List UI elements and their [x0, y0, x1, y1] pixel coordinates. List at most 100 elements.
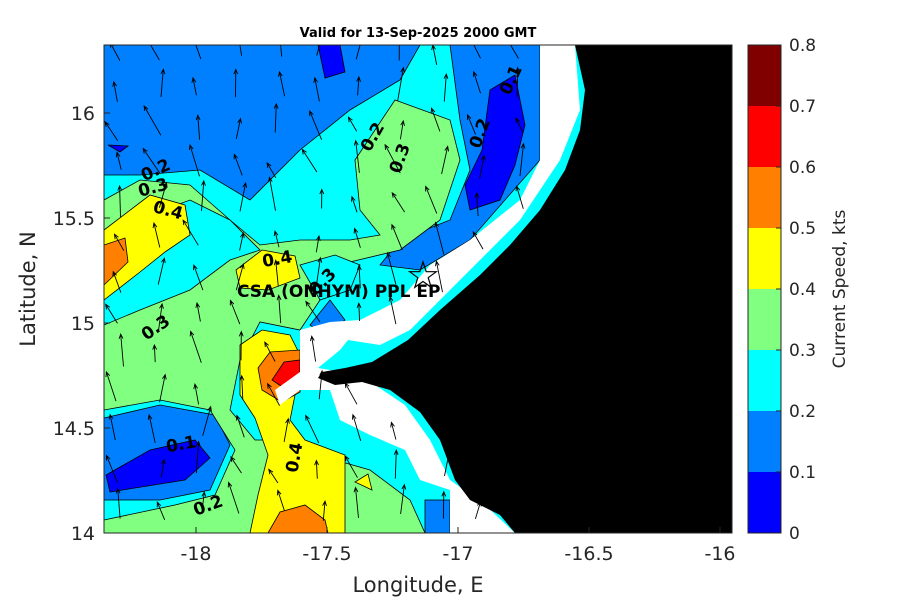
- current-vector-arrow: [201, 490, 207, 515]
- current-vector-field: [104, 45, 526, 521]
- current-vector-arrow: [479, 154, 486, 179]
- current-vector-arrow: [391, 223, 403, 251]
- y-tick-label: 14: [71, 523, 95, 545]
- current-vector-arrow: [283, 417, 290, 442]
- current-vector-arrow: [314, 459, 319, 479]
- colorbar-swatch: [748, 228, 781, 289]
- current-vector-arrow: [142, 147, 161, 174]
- current-vector-arrow: [473, 45, 481, 59]
- current-vector-arrow: [195, 114, 201, 140]
- no-data-coastal-band: [275, 45, 580, 533]
- current-vector-arrow: [353, 486, 359, 519]
- current-vector-arrow: [276, 489, 285, 512]
- current-vector-arrow: [434, 260, 443, 293]
- current-vector-arrow: [315, 256, 323, 287]
- current-vector-arrow: [108, 413, 116, 441]
- x-tick-label: -16: [704, 543, 735, 565]
- current-vector-arrow: [280, 45, 283, 57]
- current-vector-arrow: [159, 373, 167, 403]
- current-vector-arrow: [273, 259, 279, 287]
- current-vector-arrow: [441, 145, 450, 175]
- current-vector-arrow: [398, 45, 400, 61]
- colorbar-ticks: 0 0.1 0.2 0.3 0.4 0.5 0.6 0.7 0.8: [776, 36, 816, 544]
- current-vector-arrow: [399, 119, 405, 140]
- current-vector-arrow: [391, 191, 405, 213]
- current-vector-arrow: [195, 301, 201, 322]
- figure-title: Valid for 13-Sep-2025 2000 GMT: [300, 26, 537, 41]
- current-vector-arrow: [305, 300, 321, 323]
- x-tick-label: -18: [180, 543, 211, 565]
- current-vector-arrow: [430, 107, 441, 132]
- colorbar-swatches: [748, 45, 781, 533]
- colorbar-tick-label: 0.6: [789, 158, 816, 178]
- current-vector-arrow: [239, 181, 248, 212]
- current-vector-arrow: [118, 333, 124, 367]
- current-vector-arrow: [233, 153, 243, 176]
- y-axis: 14 14.5 15 15.5 16 Latitude, N: [16, 103, 110, 545]
- current-vector-arrow: [278, 70, 286, 97]
- colorbar-tick-label: 0.4: [789, 280, 816, 300]
- current-vector-arrow: [268, 468, 279, 484]
- current-vector-arrow: [351, 195, 358, 213]
- current-vector-arrow: [515, 185, 524, 209]
- y-tick-label: 14.5: [53, 418, 95, 440]
- current-vector-arrow: [515, 116, 524, 133]
- current-vector-arrow: [266, 161, 277, 179]
- current-vector-arrow: [309, 335, 317, 362]
- current-vector-arrow: [182, 219, 199, 246]
- current-vector-arrow: [238, 330, 244, 361]
- current-vector-arrow: [318, 369, 325, 400]
- x-tick-label: -17.5: [302, 543, 351, 565]
- current-vector-arrow: [355, 45, 363, 60]
- current-vector-arrow: [356, 264, 362, 289]
- current-vector-arrow: [105, 303, 118, 324]
- current-vector-arrow: [193, 383, 200, 405]
- current-vector-arrow: [301, 148, 318, 173]
- land-mass: [318, 45, 732, 533]
- colorbar-tick-label: 0.7: [789, 97, 816, 117]
- current-vector-arrow: [235, 263, 245, 291]
- speed-band-0.5-0.6-south: [267, 504, 329, 533]
- current-vector-arrow: [239, 374, 245, 400]
- speed-band-0.4-0.5-center: [235, 249, 301, 291]
- current-vector-arrow: [315, 234, 321, 253]
- current-vector-arrow: [351, 413, 362, 442]
- current-vector-arrow: [189, 330, 202, 363]
- current-vector-arrow: [519, 142, 526, 177]
- y-tick-label: 16: [71, 103, 95, 125]
- x-axis: -18 -17.5 -17 -16.5 -16 Longitude, E: [180, 527, 736, 597]
- current-vector-arrow: [353, 139, 360, 173]
- y-tick-label: 15.5: [53, 208, 95, 230]
- current-vector-arrow: [441, 490, 447, 519]
- current-vector-arrow: [160, 68, 166, 98]
- current-vector-arrow: [393, 449, 399, 479]
- current-vector-arrow: [474, 500, 482, 520]
- current-vector-arrow: [104, 120, 119, 141]
- current-vector-arrow: [443, 73, 449, 102]
- current-vector-arrow: [313, 76, 320, 102]
- colorbar-swatch: [748, 167, 781, 228]
- current-vector-arrow: [188, 144, 200, 177]
- current-vector-arrow: [400, 483, 407, 515]
- current-vector-arrow: [344, 455, 358, 478]
- site-star-marker: [407, 260, 439, 289]
- current-vector-arrow: [195, 45, 202, 60]
- current-vector-arrow: [193, 264, 204, 291]
- speed-band-0.4-0.5-west: [104, 194, 191, 301]
- current-vector-arrow: [227, 481, 240, 514]
- current-vector-arrow: [390, 421, 397, 440]
- current-vector-arrow: [239, 231, 245, 251]
- current-vector-arrow: [229, 299, 241, 325]
- current-vector-arrow: [201, 179, 206, 211]
- current-vector-arrow: [388, 295, 397, 325]
- map-panel: [104, 45, 732, 533]
- colorbar-swatch: [748, 45, 781, 106]
- current-vector-arrow: [158, 302, 164, 331]
- current-vector-arrow: [191, 76, 197, 96]
- current-vector-arrow: [510, 45, 519, 59]
- current-vector-arrow: [347, 116, 358, 132]
- y-tick-label: 15: [71, 313, 95, 335]
- current-vector-arrow: [353, 227, 361, 248]
- current-vector-arrow: [444, 447, 452, 477]
- y-axis-label: Latitude, N: [16, 231, 40, 347]
